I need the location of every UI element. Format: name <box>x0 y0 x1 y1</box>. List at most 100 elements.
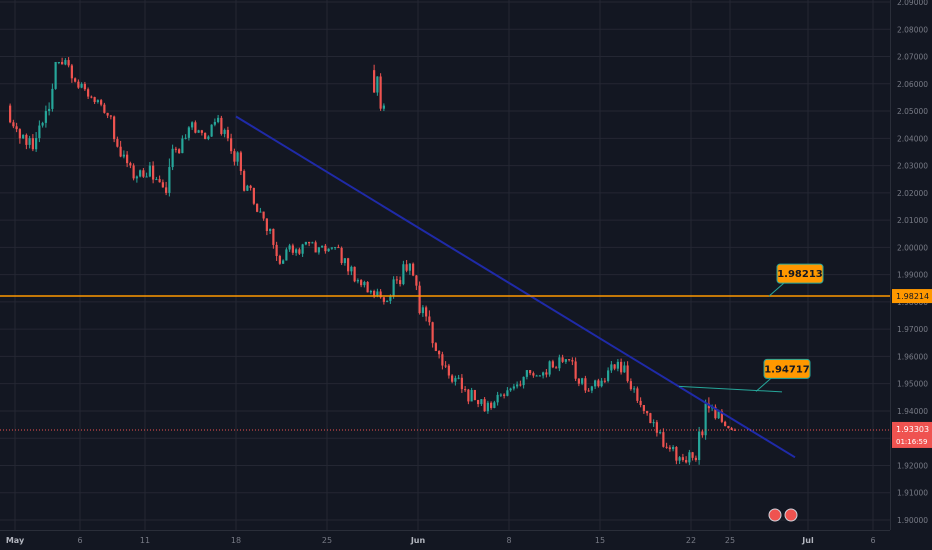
trendline[interactable] <box>235 115 796 459</box>
callout-label: 1.98213 <box>777 269 823 280</box>
price-tick-label: 2.05000 <box>897 107 928 116</box>
candle-body <box>509 388 512 391</box>
candle-body <box>480 399 483 405</box>
candle-body <box>74 78 77 82</box>
price-tick-label: 2.02000 <box>897 189 928 198</box>
candle-body <box>522 376 525 386</box>
candle-body <box>506 390 509 396</box>
candle-body <box>132 165 135 179</box>
time-tick-label: 8 <box>506 536 511 545</box>
candle-body <box>334 247 337 249</box>
candle-body <box>633 388 636 390</box>
candle-body <box>704 403 707 436</box>
candle-body <box>720 411 723 422</box>
candle-body <box>236 152 239 162</box>
callout-pointer <box>768 281 786 297</box>
candle-body <box>288 245 291 250</box>
candle-body <box>35 138 38 150</box>
candle-body <box>324 245 327 252</box>
price-tick-label: 2.00000 <box>897 243 928 252</box>
candle-body <box>213 121 216 125</box>
current-price-tag <box>892 421 932 448</box>
candle-body <box>379 291 382 298</box>
candle-body <box>551 361 554 368</box>
candle-body <box>382 297 385 302</box>
candle-body <box>77 81 80 88</box>
event-marker-icon[interactable] <box>784 508 798 522</box>
candle-body <box>483 399 486 412</box>
candle-body <box>499 394 502 396</box>
candle-body <box>574 361 577 379</box>
candle-body <box>337 247 340 249</box>
candle-body <box>649 413 652 424</box>
candle-body <box>340 247 343 264</box>
candle-body <box>161 182 164 188</box>
short-horizontal-segment[interactable] <box>678 385 783 393</box>
candle-body <box>119 146 122 157</box>
candle-body <box>171 148 174 168</box>
candle-body <box>386 300 389 302</box>
candle-body <box>516 384 519 387</box>
candle-body <box>493 402 496 408</box>
candle-body <box>382 105 385 109</box>
candle-body <box>519 384 522 386</box>
time-tick-label: 6 <box>870 536 875 545</box>
candle-body <box>392 279 395 297</box>
candle-countdown-text: 01:16:59 <box>896 438 927 446</box>
candle-body <box>408 263 411 271</box>
candle-body <box>18 129 21 139</box>
candle-body <box>38 125 41 139</box>
candle-body <box>210 124 213 137</box>
candle-body <box>603 380 606 382</box>
candle-body <box>22 134 25 139</box>
candle-body <box>64 60 67 65</box>
price-tick-label: 1.96000 <box>897 352 928 361</box>
price-axis[interactable]: 2.09000 2.08000 2.07000 2.06000 2.05000 2.040… <box>890 0 932 550</box>
candle-body <box>122 154 125 157</box>
callout-box[interactable] <box>776 263 824 284</box>
callout-label: 1.94717 <box>764 364 810 375</box>
time-axis[interactable]: May 6 11 18 25 Jun 8 15 22 25 Jul 6 <box>0 530 890 546</box>
candle-body <box>373 70 376 93</box>
candle-body <box>317 247 320 253</box>
candle-body <box>41 122 44 126</box>
candle-body <box>558 357 561 369</box>
candle-body <box>256 203 259 212</box>
candle-body <box>701 431 704 436</box>
candle-body <box>243 171 246 191</box>
candle-body <box>675 446 678 461</box>
candle-body <box>67 60 70 66</box>
candle-body <box>646 410 649 414</box>
candle-body <box>278 255 281 264</box>
candle-body <box>103 104 106 113</box>
candle-body <box>246 185 249 191</box>
candle-body <box>269 228 272 232</box>
candle-body <box>155 179 158 181</box>
candle-body <box>360 280 363 286</box>
candle-body <box>25 134 28 145</box>
candle-body <box>665 446 668 448</box>
candle-body <box>343 258 346 264</box>
candle-body <box>587 390 590 392</box>
price-tick-label: 2.09000 <box>897 0 928 7</box>
candle-body <box>376 291 379 296</box>
candle-body <box>577 378 580 384</box>
candle-body <box>373 290 376 296</box>
candle-body <box>152 165 155 180</box>
event-marker-icon[interactable] <box>768 508 782 522</box>
current-price-text: 1.93303 <box>896 425 929 434</box>
candle-body <box>311 242 314 244</box>
candle-body <box>438 350 441 355</box>
candle-body <box>415 275 418 286</box>
candle-body <box>145 176 148 178</box>
candle-body <box>295 249 298 253</box>
candle-body <box>314 242 317 253</box>
annotations: 1.98213 1.94717 <box>0 115 890 522</box>
candle-body <box>561 357 564 362</box>
price-axis-panel <box>890 0 932 550</box>
horizontal-level-price-text: 1.98214 <box>896 292 929 301</box>
candle-body <box>272 228 275 245</box>
candle-body <box>620 361 623 373</box>
callout-box[interactable] <box>763 358 811 379</box>
